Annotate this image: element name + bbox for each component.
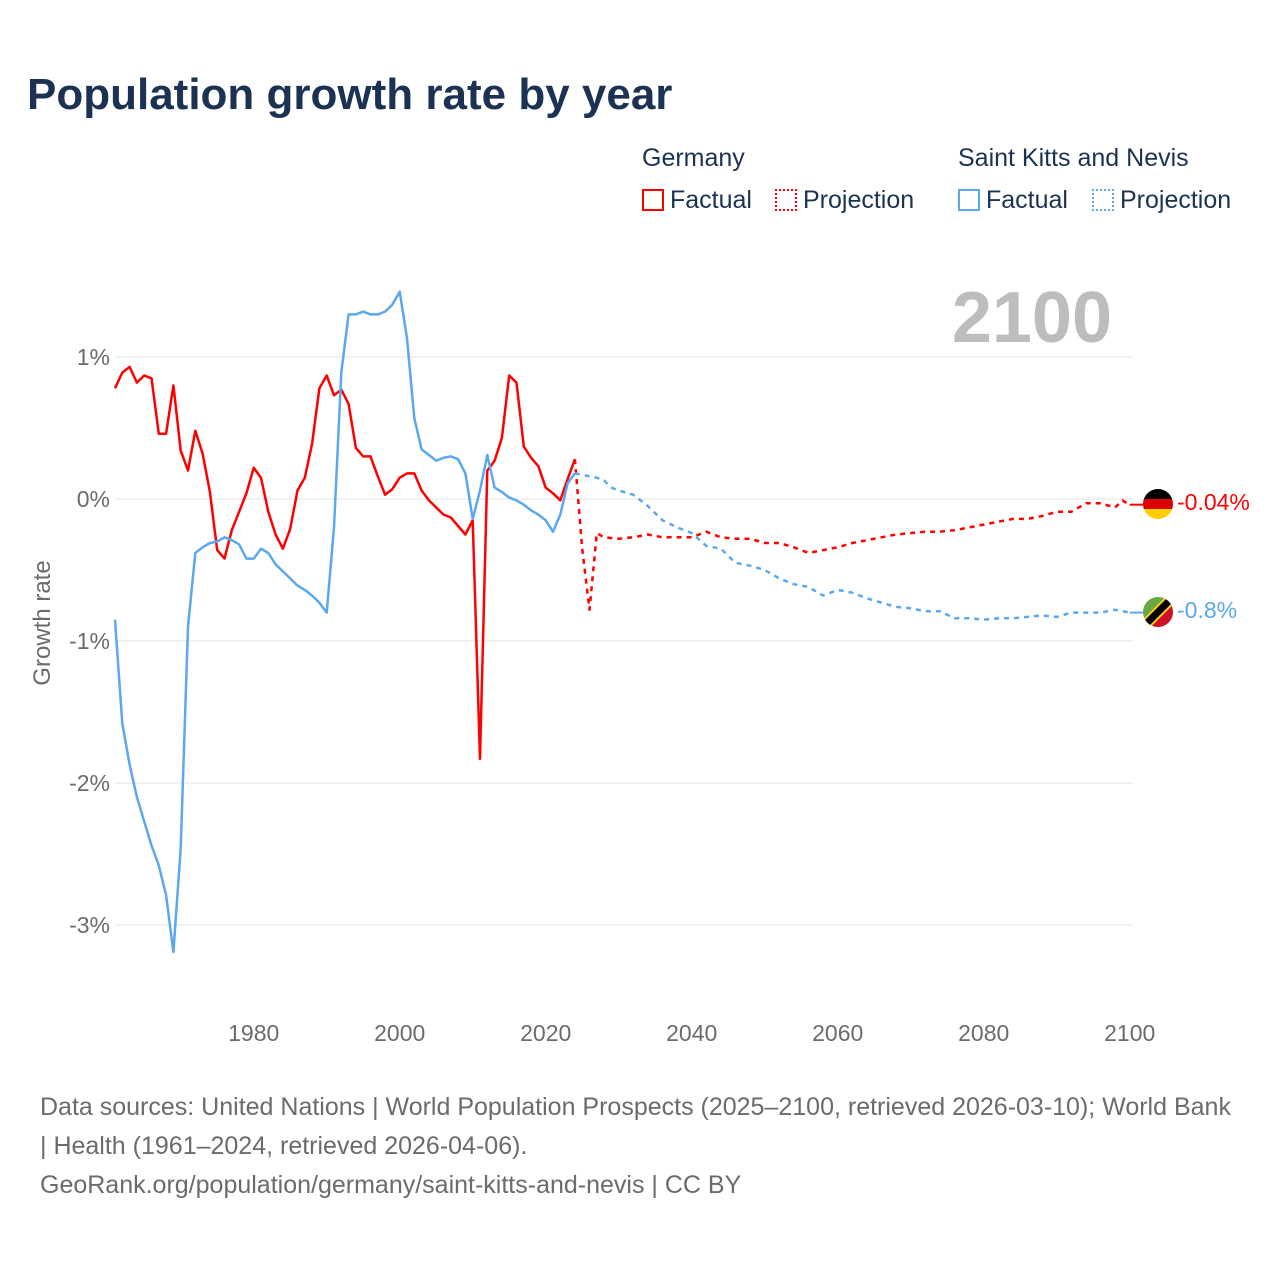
plot-area: 1% 0% -1% -2% -3% 1980 2000 2020 2040 2060 2080 210… [29, 278, 1250, 1046]
end-label-skn: -0.8% [1177, 597, 1237, 623]
y-tick-label: 0% [77, 486, 110, 512]
legend-swatch-solid-icon [958, 189, 980, 211]
x-tick-label: 2100 [1104, 1020, 1155, 1046]
x-tick-label: 1980 [228, 1020, 279, 1046]
legend-label: Projection [803, 186, 915, 214]
legend-swatch-dotted-icon [1092, 189, 1114, 211]
current-year-label: 2100 [952, 278, 1112, 358]
y-tick-label: -3% [69, 912, 110, 938]
y-axis-label: Growth rate [29, 560, 56, 685]
legend-swatch-dotted-icon [775, 189, 797, 211]
data-sources: Data sources: United Nations | World Pop… [40, 1093, 1231, 1160]
x-tick-label: 2060 [812, 1020, 863, 1046]
x-tick-label: 2080 [958, 1020, 1009, 1046]
flag-germany-icon [1143, 489, 1173, 519]
series-line-0 [113, 365, 577, 761]
y-tick-label: -1% [69, 628, 110, 654]
flag-saint-kitts-icon [1143, 597, 1173, 627]
footer: Data sources: United Nations | World Pop… [40, 1088, 1240, 1205]
y-tick-label: -2% [69, 770, 110, 796]
legend-germany-factual[interactable]: Factual [642, 186, 752, 215]
x-tick-label: 2020 [520, 1020, 571, 1046]
x-tick-label: 2000 [374, 1020, 425, 1046]
legend-swatch-solid-icon [642, 189, 664, 211]
end-label-germany: -0.04% [1177, 489, 1250, 515]
series-line-2 [573, 459, 1131, 612]
legend-group-skn-title: Saint Kitts and Nevis [958, 144, 1189, 172]
legend-label: Factual [670, 186, 752, 214]
legend-label: Projection [1120, 186, 1232, 214]
series-line-1 [113, 290, 576, 954]
legend-skn-factual[interactable]: Factual [958, 186, 1068, 215]
y-tick-label: 1% [77, 344, 110, 370]
legend-skn-projection[interactable]: Projection [1092, 186, 1231, 215]
legend-group-germany-title: Germany [642, 144, 745, 172]
legend-germany-projection[interactable]: Projection [775, 186, 914, 215]
legend-label: Factual [986, 186, 1068, 214]
source-link[interactable]: GeoRank.org/population/germany/saint-kit… [40, 1171, 742, 1199]
chart-title: Population growth rate by year [27, 70, 673, 119]
series-line-3 [574, 472, 1130, 621]
x-tick-label: 2040 [666, 1020, 717, 1046]
